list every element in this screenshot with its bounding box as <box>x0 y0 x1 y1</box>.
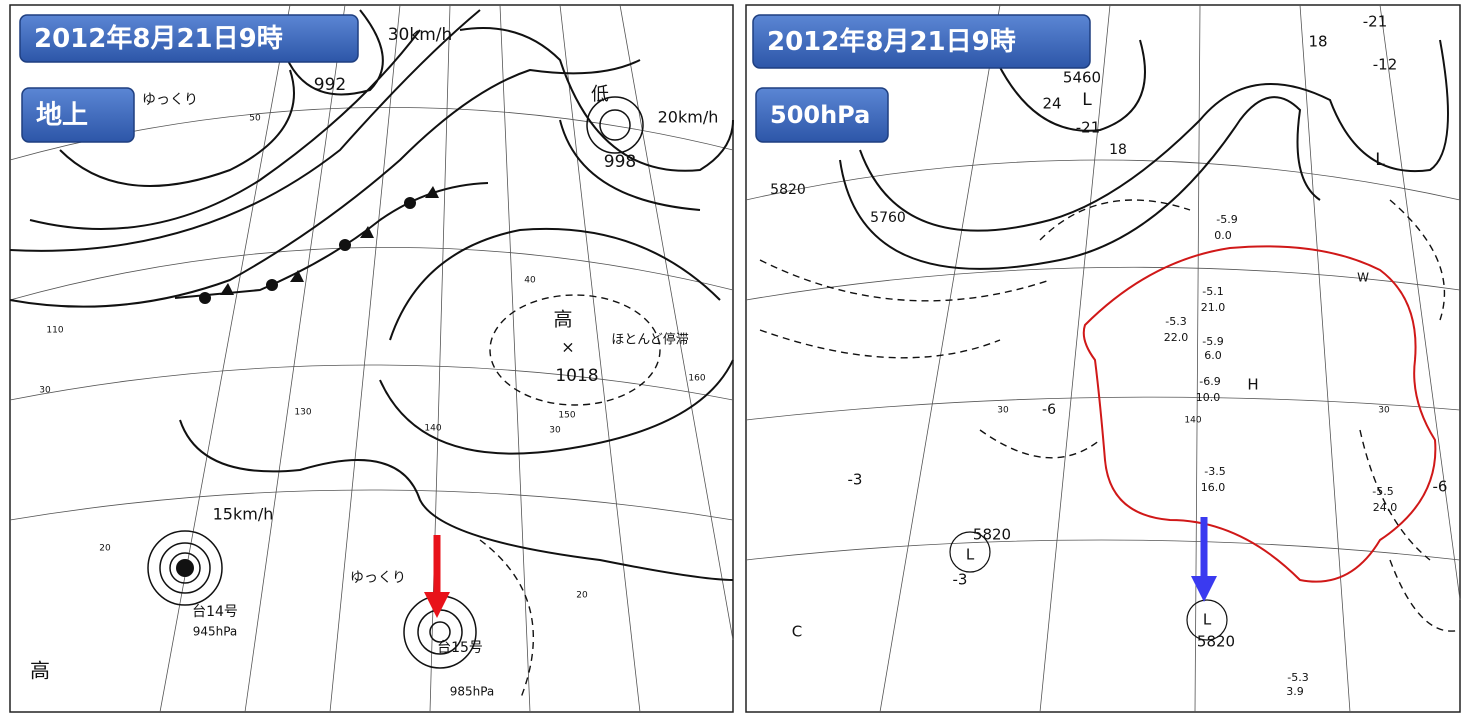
map-label: W <box>1357 271 1369 285</box>
map-label: × <box>561 338 574 357</box>
map-label: 高 <box>553 309 572 331</box>
map-label: 945hPa <box>193 625 238 639</box>
map-label: 20km/h <box>658 108 719 127</box>
map-label: 1018 <box>555 366 598 386</box>
map-label: -5.3 <box>1287 671 1308 684</box>
map-label: -6.9 <box>1199 375 1220 388</box>
badge-text: 500hPa <box>770 101 870 129</box>
map-label: ゆっくり <box>350 570 406 586</box>
map-label: 5460 <box>1063 69 1101 87</box>
map-label: 5760 <box>870 210 906 226</box>
map-label: L <box>966 546 975 564</box>
map-label: 台15号 <box>437 640 483 656</box>
map-label: -21 <box>1363 13 1388 31</box>
map-label: L <box>1203 611 1212 629</box>
map-label: 30 <box>549 426 561 436</box>
map-label: -5.3 <box>1165 315 1186 328</box>
map-label: 5820 <box>973 526 1011 544</box>
badge-box <box>752 14 1091 69</box>
map-label: C <box>792 623 802 641</box>
map-label: 992 <box>314 75 346 95</box>
map-label: -12 <box>1373 56 1398 74</box>
map-label: -3.5 <box>1204 465 1225 478</box>
map-label: 160 <box>688 374 705 384</box>
map-label: 140 <box>424 424 441 434</box>
map-label: -3 <box>953 571 968 589</box>
map-label: 20 <box>99 544 111 554</box>
map-label: -5.9 <box>1202 335 1223 348</box>
map-label: 20 <box>576 591 588 601</box>
map-label: L <box>1375 150 1385 170</box>
map-label: 21.0 <box>1201 301 1226 314</box>
map-label: 130 <box>294 408 311 418</box>
map-label: 18 <box>1308 33 1327 51</box>
map-label: -6 <box>1433 478 1448 496</box>
map-label: 15km/h <box>213 505 274 524</box>
map-label: -21 <box>1076 119 1101 137</box>
badge: 2012年8月21日9時 <box>752 14 1091 69</box>
map-label: 50 <box>249 114 261 124</box>
map-label: 40 <box>524 276 536 286</box>
map-label: 台14号 <box>192 604 238 620</box>
badge-text: 2012年8月21日9時 <box>34 23 283 54</box>
map-label: H <box>1247 376 1258 394</box>
map-label: ほとんど停滞 <box>611 332 689 348</box>
map-label: 5820 <box>770 182 806 198</box>
map-label: L <box>1082 90 1092 110</box>
map-label: 5820 <box>1197 633 1235 651</box>
map-label: -3 <box>848 471 863 489</box>
map-label: 18 <box>1109 142 1127 158</box>
map-label: 150 <box>558 411 575 421</box>
badge-box <box>755 87 889 143</box>
map-label: 10.0 <box>1196 391 1221 404</box>
map-label: 998 <box>604 152 636 172</box>
map-label: 30 <box>1378 406 1390 416</box>
map-label: 30km/h <box>388 25 453 45</box>
badge: 地上 <box>21 87 135 143</box>
map-label: 24.0 <box>1373 501 1398 514</box>
map-label: 30 <box>997 406 1009 416</box>
map-label: -5.9 <box>1216 213 1237 226</box>
badge: 2012年8月21日9時 <box>19 14 359 63</box>
map-label: -5.1 <box>1202 285 1223 298</box>
badge-box <box>21 87 135 143</box>
map-label: 3.9 <box>1286 685 1304 698</box>
badge-box <box>19 14 359 63</box>
map-label: 0.0 <box>1214 229 1232 242</box>
map-label: 985hPa <box>450 685 495 699</box>
map-label: 低 <box>591 84 609 105</box>
map-label: -6 <box>1042 402 1056 418</box>
map-label: 6.0 <box>1204 349 1222 362</box>
map-label: 110 <box>46 326 63 336</box>
map-label: 30 <box>39 386 51 396</box>
map-label: 140 <box>1184 416 1201 426</box>
map-label: 16.0 <box>1201 481 1226 494</box>
map-label: ゆっくり <box>142 92 198 108</box>
map-label: 22.0 <box>1164 331 1189 344</box>
badge-text: 2012年8月21日9時 <box>767 26 1016 57</box>
map-label: 高 <box>30 659 50 683</box>
badge-text: 地上 <box>36 101 88 131</box>
badge: 500hPa <box>755 87 889 143</box>
map-label: 24 <box>1042 95 1061 113</box>
map-label: -5.5 <box>1372 485 1393 498</box>
